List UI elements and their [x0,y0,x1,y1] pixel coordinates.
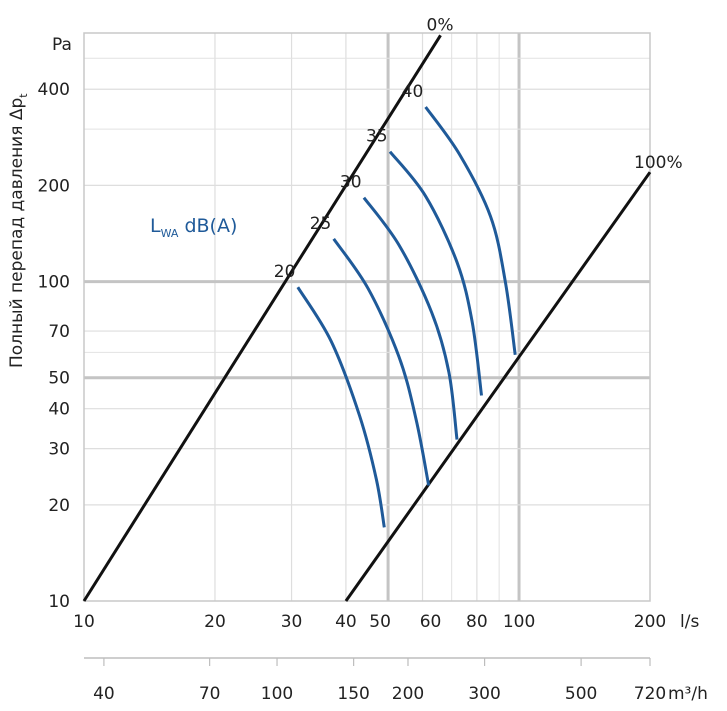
curve-20 [296,286,386,528]
x-tick-label: 20 [204,612,226,632]
x-tick-label: 80 [466,612,488,632]
x2-tick-label: 500 [565,684,597,704]
curve-label: 20 [274,262,296,282]
x2-tick-label: 720 [634,684,666,704]
x2-tick-label: 200 [392,684,424,704]
x2-tick-label: 150 [337,684,369,704]
limit-line-1 [344,171,652,602]
plot-frame [83,32,651,666]
sound-level-curves: 20 25 30 35 40 [274,82,517,528]
x2-tick-label: 100 [261,684,293,704]
limit-line-0 [82,34,442,602]
x-tick-label: 10 [73,612,95,632]
x2-tick-label: 70 [199,684,221,704]
y-tick-label: 70 [48,322,70,342]
y-tick-label: 400 [38,80,70,100]
curve-label: 25 [310,214,332,234]
y-tick-label: 100 [38,273,70,293]
x-unit-label: l/s [680,612,699,632]
curve-25 [332,238,431,486]
y-unit-label: Pa [52,35,72,55]
x-tick-label: 40 [335,612,357,632]
curve-35 [388,150,483,396]
plot-border [83,32,651,602]
curve-label: 40 [402,82,424,102]
curve-30 [362,196,459,440]
curve-label: 30 [340,173,362,193]
curve-label: 35 [366,127,388,147]
y-tick-label: 20 [48,496,70,516]
curve-40 [424,106,517,355]
y-tick-label: 50 [48,369,70,389]
x-tick-label: 100 [503,612,535,632]
x2-unit-label: m³/h [668,684,708,704]
y-tick-label: 30 [48,440,70,460]
limit-line-label: 0% [427,15,454,35]
y-axis-title-sub: t [17,93,30,98]
limit-lines: 0% 100% [82,15,683,602]
x-tick-label: 200 [634,612,666,632]
y-tick-label: 200 [38,176,70,196]
y-axis-title: Полный перепад давления Δpt [7,93,30,368]
x2-tick-label: 40 [93,684,115,704]
limit-line-label: 100% [634,153,683,173]
legend-label: LWA dB(A) [150,215,237,240]
tick-labels: 10 20 30 40 50 70 100 200 400 10 20 30 40 50 60 80 100 20… [38,80,667,704]
y-tick-label: 40 [48,400,70,420]
x-tick-label: 60 [420,612,442,632]
x2-tick-label: 300 [468,684,500,704]
y-tick-label: 10 [48,592,70,612]
x-tick-label: 50 [369,612,391,632]
x-tick-label: 30 [281,612,303,632]
